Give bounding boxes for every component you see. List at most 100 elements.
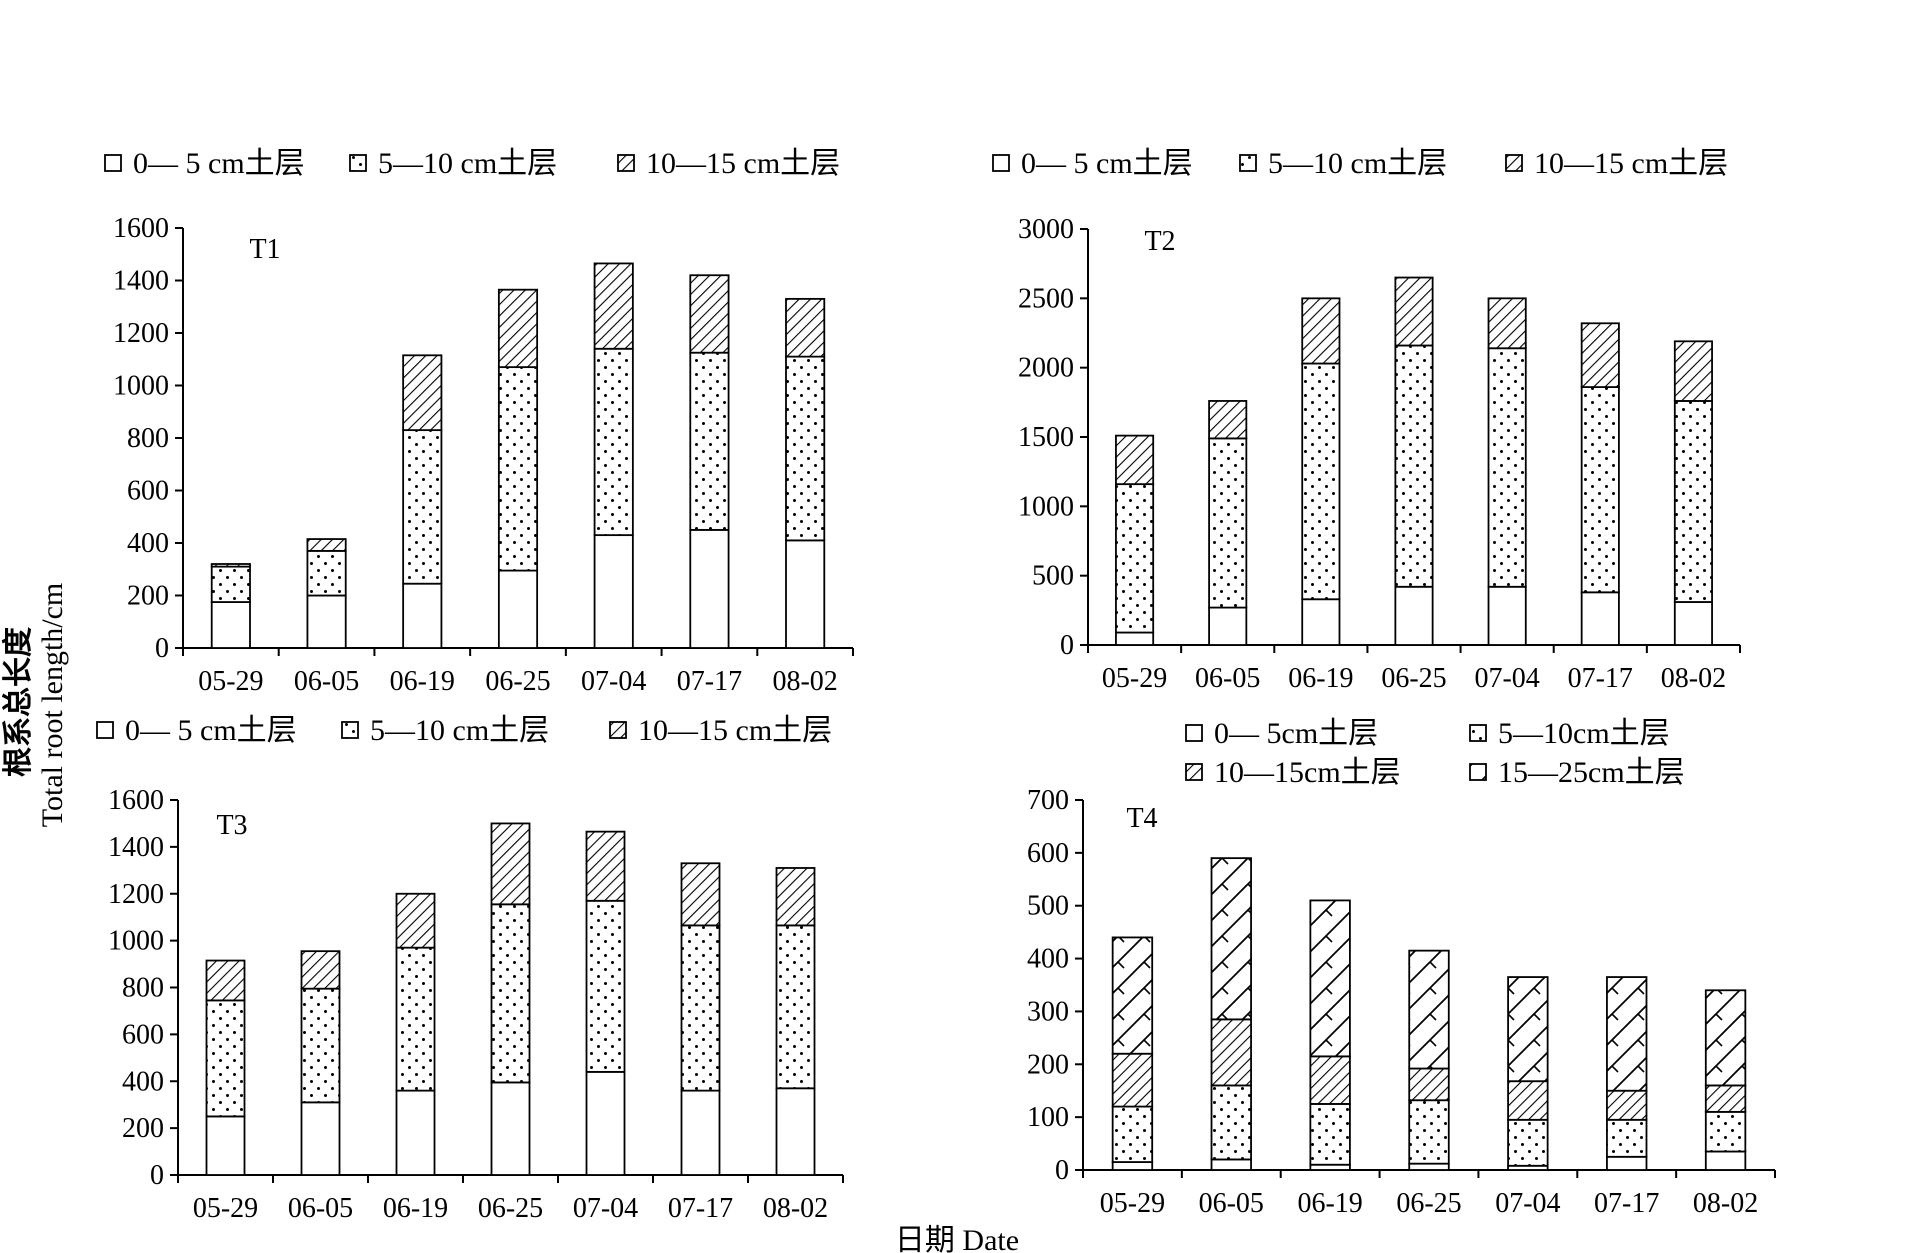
- bar-segment: [1309, 1103, 1351, 1166]
- bar-segment: [1301, 362, 1341, 601]
- bar-segment: [1301, 598, 1341, 646]
- legend-label: 5—10 cm土层: [1268, 147, 1447, 180]
- legend-label: 10—15 cm土层: [646, 147, 840, 180]
- bar-segment: [1580, 591, 1620, 646]
- bar-segment: [497, 569, 539, 649]
- bar-segment: [1606, 976, 1648, 1092]
- x-tick-label: 05-29: [198, 666, 263, 697]
- x-tick-label: 06-19: [1297, 1188, 1362, 1219]
- bar-segment: [210, 601, 251, 649]
- panel-label: T1: [249, 234, 280, 265]
- legend-swatch: [1469, 763, 1487, 781]
- y-tick-label: 800: [127, 423, 169, 454]
- y-tick-label: 500: [1032, 561, 1074, 592]
- bar-segment: [1580, 322, 1620, 388]
- bar-segment: [1210, 1018, 1252, 1087]
- bar-segment: [1408, 1067, 1450, 1102]
- bar-segment: [402, 582, 443, 649]
- legend-label: 15—25cm土层: [1498, 756, 1685, 789]
- legend-label: 10—15 cm土层: [638, 714, 832, 747]
- x-tick-label: 07-04: [1495, 1188, 1560, 1219]
- y-tick-label: 800: [122, 973, 164, 1004]
- bar-segment: [593, 262, 634, 350]
- legend-swatch: [1505, 154, 1523, 172]
- y-tick-label: 1200: [113, 318, 169, 349]
- bar-segment: [680, 1089, 721, 1176]
- bar-segment: [775, 1087, 816, 1176]
- bar-segment: [1704, 1150, 1747, 1171]
- bar-segment: [1208, 606, 1248, 646]
- bar-segment: [1507, 1118, 1549, 1167]
- bar-segment: [1408, 1162, 1450, 1171]
- bar-segment: [490, 903, 531, 1084]
- legend-swatch: [1239, 154, 1257, 172]
- bar-segment: [1507, 976, 1549, 1083]
- x-tick-label: 05-29: [1100, 1188, 1165, 1219]
- x-tick-label: 05-29: [1102, 663, 1167, 694]
- bar-segment: [1507, 1080, 1549, 1121]
- bar-segment: [785, 297, 826, 358]
- x-tick-label: 06-25: [1396, 1188, 1461, 1219]
- y-tick-label: 1400: [108, 832, 164, 863]
- y-tick-label: 1000: [108, 926, 164, 957]
- y-tick-label: 300: [1027, 996, 1069, 1027]
- y-tick-label: 1400: [113, 266, 169, 297]
- y-tick-label: 0: [150, 1160, 164, 1191]
- panel-t2: 0 500 1000 1500 2000 2500 3000 05-29 06-05 06-19 0…: [992, 147, 1741, 694]
- y-tick-label: 0: [1055, 1155, 1069, 1186]
- bar-segment: [1115, 483, 1155, 634]
- bar-segment: [306, 538, 347, 552]
- bar-segment: [1673, 601, 1713, 646]
- legend-label: 5—10 cm土层: [378, 147, 557, 180]
- panel-label: T4: [1126, 803, 1157, 834]
- bar-segment: [1408, 949, 1450, 1070]
- y-tick-label: 1500: [1018, 422, 1074, 453]
- x-tick-label: 08-02: [763, 1193, 828, 1224]
- x-tick-label: 08-02: [1661, 663, 1726, 694]
- legend-label: 0— 5 cm土层: [125, 714, 297, 747]
- y-tick-label: 600: [122, 1019, 164, 1050]
- bar-segment: [1115, 631, 1155, 646]
- x-tick-label: 06-05: [294, 666, 359, 697]
- y-tick-label: 200: [1027, 1049, 1069, 1080]
- bar-segment: [680, 924, 721, 1092]
- bar-segment: [1487, 347, 1527, 588]
- bar-segment: [1487, 297, 1527, 350]
- y-axis-title-cn: 根系总长度: [2, 627, 35, 777]
- x-tick-label: 07-17: [668, 1193, 733, 1224]
- bar-segment: [1606, 1089, 1648, 1121]
- bar-segment: [593, 347, 634, 537]
- legend-swatch: [992, 154, 1010, 172]
- y-tick-label: 0: [155, 633, 169, 664]
- x-tick-label: 07-17: [677, 666, 742, 697]
- bar-segment: [300, 950, 341, 990]
- y-tick-label: 600: [1027, 838, 1069, 869]
- bar-segment: [689, 274, 730, 354]
- x-tick-label: 08-02: [1693, 1188, 1758, 1219]
- bar-segment: [1487, 585, 1527, 646]
- legend-label: 5—10cm土层: [1498, 717, 1670, 750]
- bar-segment: [1606, 1118, 1648, 1158]
- bar-segment: [1301, 297, 1341, 365]
- bar-segment: [1111, 1105, 1154, 1163]
- bar-segment: [497, 288, 539, 369]
- legend-swatch: [104, 154, 122, 172]
- y-tick-label: 600: [127, 476, 169, 507]
- y-tick-label: 500: [1027, 891, 1069, 922]
- legend-label: 10—15cm土层: [1214, 756, 1401, 789]
- bar-segment: [1115, 434, 1155, 486]
- bar-segment: [680, 862, 721, 927]
- bar-segment: [1111, 1052, 1154, 1108]
- legend-label: 0— 5 cm土层: [1021, 147, 1193, 180]
- bar-segment: [689, 351, 730, 531]
- y-tick-label: 2500: [1018, 283, 1074, 314]
- bar-segment: [1673, 400, 1713, 603]
- y-tick-label: 3000: [1018, 214, 1074, 245]
- bar-segment: [210, 563, 251, 568]
- x-tick-label: 07-17: [1594, 1188, 1659, 1219]
- y-tick-label: 2000: [1018, 353, 1074, 384]
- legend-swatch: [609, 721, 627, 739]
- y-tick-label: 200: [127, 581, 169, 612]
- x-tick-label: 08-02: [772, 666, 837, 697]
- y-tick-label: 400: [1027, 944, 1069, 975]
